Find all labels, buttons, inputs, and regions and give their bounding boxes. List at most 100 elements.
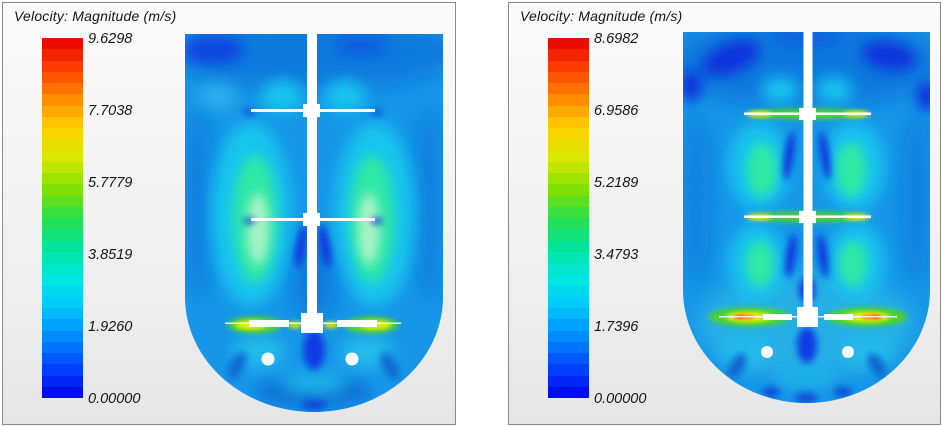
colorbar-band — [548, 296, 589, 308]
flow-field-contours — [683, 32, 930, 403]
colorbar-tick-label: 5.2189 — [594, 175, 639, 191]
sparger-port — [345, 352, 359, 366]
colorbar-band — [548, 139, 589, 151]
sparger-port — [761, 346, 773, 358]
colorbar-band — [548, 341, 589, 353]
colorbar-band — [42, 38, 83, 50]
colorbar-band — [548, 251, 589, 263]
colorbar-band — [42, 49, 83, 61]
colorbar-band — [42, 184, 83, 196]
colorbar-band — [42, 229, 83, 241]
colorbar-tick-label: 0.00000 — [594, 391, 647, 407]
colorbar-band — [548, 94, 589, 106]
colorbar-band — [42, 173, 83, 185]
colorbar-band — [548, 173, 589, 185]
colorbar-tick-label: 8.6982 — [594, 31, 639, 47]
impeller-bottom — [225, 313, 401, 333]
colorbar-band — [548, 195, 589, 207]
colorbar-band — [548, 229, 589, 241]
scalar-bar-title: Velocity: Magnitude (m/s) — [14, 8, 177, 24]
tank-internals — [225, 34, 401, 366]
colorbar-band — [42, 274, 83, 286]
colorbar-band — [42, 60, 83, 72]
colorbar-tick-label: 3.8519 — [88, 247, 133, 263]
colorbar-band — [42, 375, 83, 387]
colorbar-band — [548, 71, 589, 83]
scene-panel-left: Velocity: Magnitude (m/s) 9.6298 7.7038 5.… — [2, 2, 456, 425]
colorbar-band — [548, 285, 589, 297]
colorbar-band — [42, 94, 83, 106]
colorbar-tick-label: 9.6298 — [88, 31, 133, 47]
agitator-shaft — [307, 34, 317, 323]
colorbar-band — [548, 60, 589, 72]
colorbar-tick-label: 1.9260 — [88, 319, 133, 335]
colorbar-band — [42, 353, 83, 365]
colorbar-band — [42, 195, 83, 207]
colorbar-band — [548, 150, 589, 162]
colorbar-band — [42, 218, 83, 230]
colorbar-band — [548, 240, 589, 252]
velocity-contour-scene-left[interactable] — [185, 34, 443, 414]
colorbar-band — [42, 116, 83, 128]
impeller-middle — [251, 213, 375, 226]
scene-panel-right: Velocity: Magnitude (m/s) 8.6982 6.9586 5.… — [508, 2, 941, 425]
impeller-bottom — [719, 307, 897, 327]
impeller-middle — [744, 211, 871, 223]
colorbar[interactable] — [42, 38, 83, 398]
colorbar-tick-label: 3.4793 — [594, 247, 639, 263]
colorbar-band — [42, 296, 83, 308]
colorbar-tick-label: 7.7038 — [88, 103, 133, 119]
colorbar-band — [42, 263, 83, 275]
colorbar-band — [548, 38, 589, 50]
colorbar-band — [42, 330, 83, 342]
colorbar-band — [548, 274, 589, 286]
colorbar-band — [42, 341, 83, 353]
colorbar-band — [548, 83, 589, 95]
colorbar-band — [548, 49, 589, 61]
colorbar-band — [548, 330, 589, 342]
colorbar-band — [42, 150, 83, 162]
colorbar-band — [548, 218, 589, 230]
impeller-top — [744, 108, 871, 120]
sparger-port — [261, 352, 275, 366]
colorbar-band — [42, 206, 83, 218]
colorbar-band — [42, 240, 83, 252]
colorbar-band — [548, 319, 589, 331]
colorbar-tick-label: 0.00000 — [88, 391, 141, 407]
colorbar-band — [548, 116, 589, 128]
colorbar-band — [548, 161, 589, 173]
colorbar-band — [548, 375, 589, 387]
colorbar-band — [42, 128, 83, 140]
colorbar-band — [42, 251, 83, 263]
colorbar-tick-label: 1.7396 — [594, 319, 639, 335]
colorbar-band — [548, 386, 589, 398]
colorbar-band — [548, 105, 589, 117]
colorbar-band — [42, 285, 83, 297]
colorbar-band — [42, 71, 83, 83]
colorbar-band — [548, 206, 589, 218]
colorbar-band — [42, 83, 83, 95]
colorbar-band — [42, 139, 83, 151]
tank-internals — [719, 32, 897, 358]
colorbar-band — [548, 184, 589, 196]
scalar-bar-title: Velocity: Magnitude (m/s) — [520, 8, 683, 24]
sparger-port — [842, 346, 854, 358]
colorbar-band — [548, 128, 589, 140]
colorbar-band — [548, 353, 589, 365]
agitator-shaft — [803, 32, 813, 317]
colorbar-tick-label: 5.7779 — [88, 175, 133, 191]
velocity-contour-scene-right[interactable] — [683, 32, 930, 405]
colorbar-tick-label: 6.9586 — [594, 103, 639, 119]
colorbar-band — [42, 161, 83, 173]
colorbar-band — [42, 364, 83, 376]
colorbar-band — [548, 308, 589, 320]
colorbar-band — [42, 105, 83, 117]
colorbar-band — [42, 319, 83, 331]
impeller-top — [251, 104, 375, 117]
colorbar-band — [42, 308, 83, 320]
colorbar-band — [548, 364, 589, 376]
colorbar[interactable] — [548, 38, 589, 398]
colorbar-band — [42, 386, 83, 398]
colorbar-band — [548, 263, 589, 275]
